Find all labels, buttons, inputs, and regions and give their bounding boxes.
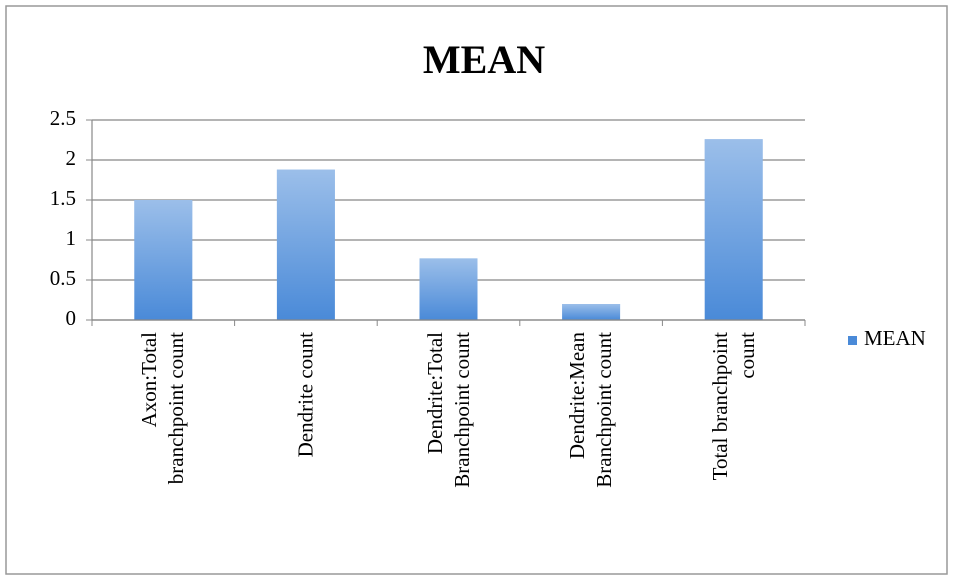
x-tick-label: Axon:Total branchpoint count <box>137 332 189 485</box>
y-tick-label: 0 <box>66 306 77 330</box>
x-tick-label: Dendrite count <box>293 332 318 458</box>
x-tick-label: Total branchpoint count <box>707 332 759 481</box>
y-tick-label: 2.5 <box>50 106 76 130</box>
bar-shade <box>704 139 763 320</box>
bar-shade <box>276 169 335 320</box>
x-tick-label: Dendrite:Mean Branchpoint count <box>565 332 617 488</box>
legend-label: MEAN <box>864 326 926 350</box>
y-tick-label: 2 <box>66 146 77 170</box>
bar-shade <box>419 258 478 320</box>
bar-shade <box>134 200 193 320</box>
legend-swatch <box>848 336 857 345</box>
bar-shade <box>562 304 621 320</box>
y-tick-label: 1.5 <box>50 186 76 210</box>
chart-title: MEAN <box>423 37 545 82</box>
y-tick-label: 0.5 <box>50 266 76 290</box>
y-tick-label: 1 <box>66 226 77 250</box>
x-tick-label: Dendrite:Total Branchpoint count <box>422 332 474 488</box>
